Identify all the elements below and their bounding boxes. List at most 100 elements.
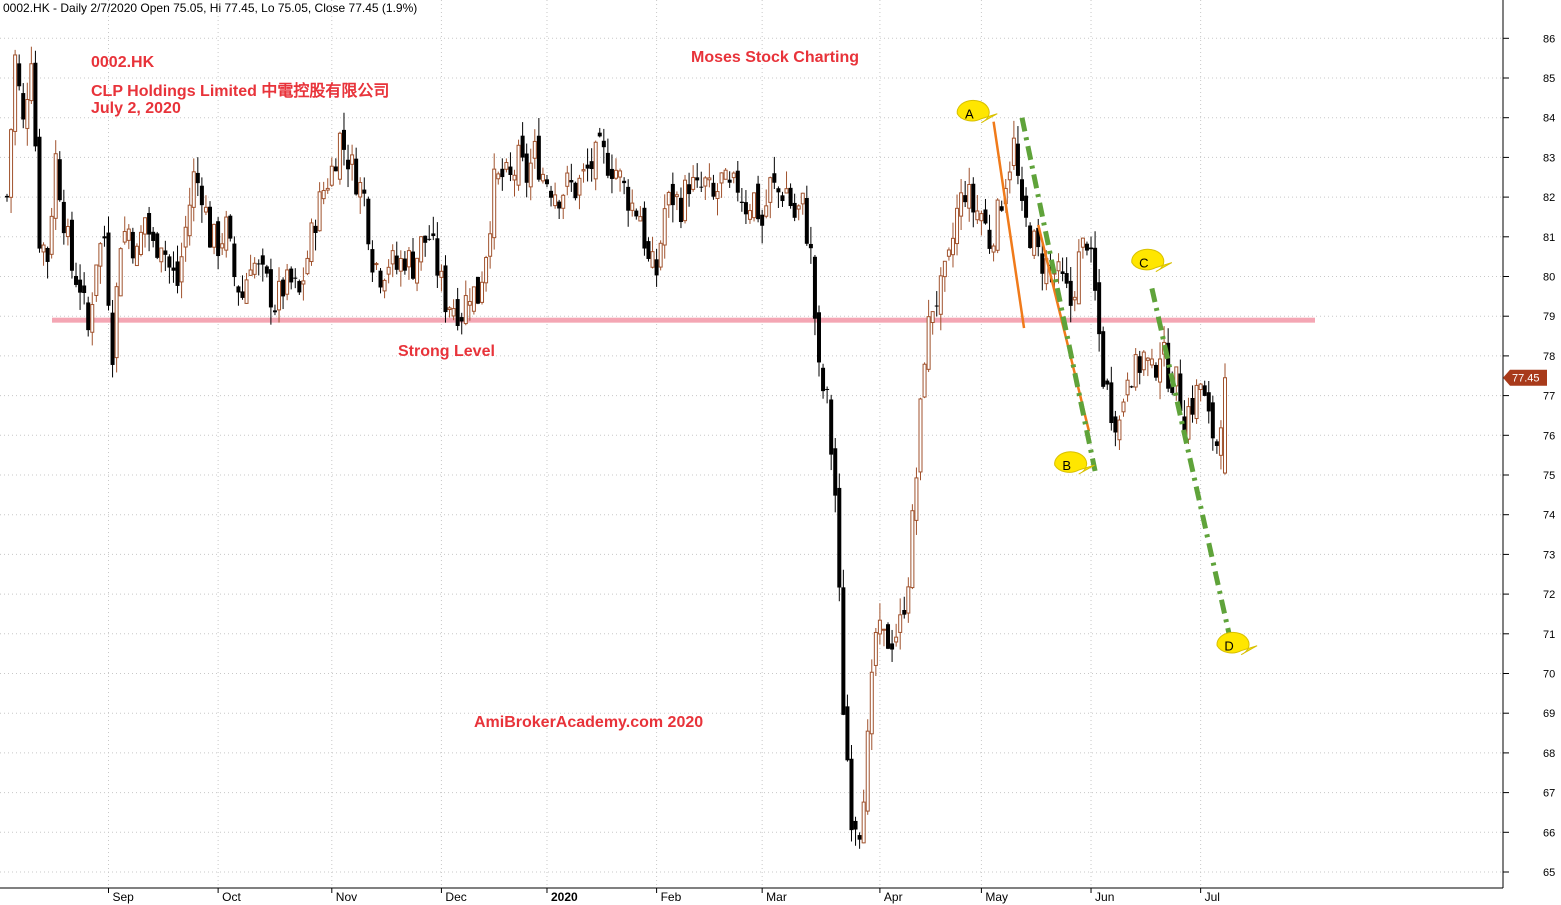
candle-body-up <box>630 202 635 211</box>
callout-bubble <box>1131 248 1173 273</box>
candle-body-up <box>800 192 805 205</box>
candle-body-up <box>285 269 290 295</box>
candle-body-up <box>1194 384 1199 420</box>
candle-body-down <box>431 233 436 237</box>
candle-body-down <box>601 140 606 148</box>
candle-body-up <box>959 192 964 217</box>
candle-body-down <box>362 189 367 194</box>
candle-body-down <box>1060 271 1065 274</box>
candle-body-up <box>577 177 582 196</box>
candle-body-down <box>1210 402 1215 439</box>
chart-header: 0002.HK - Daily 2/7/2020 Open 75.05, Hi … <box>3 1 418 15</box>
candle-body-up <box>662 208 667 246</box>
chart-title: Moses Stock Charting <box>691 49 860 66</box>
candle-body-up <box>723 169 728 180</box>
candle-body-up <box>65 225 70 238</box>
orange-trend-line <box>992 121 1026 329</box>
candle-body-up <box>118 248 123 297</box>
candle-body-down <box>845 706 850 761</box>
candle-body-up <box>995 199 1000 251</box>
candle-body-up <box>159 247 164 263</box>
candle-body-up <box>447 307 452 311</box>
candle-body-down <box>1190 398 1195 415</box>
callout-c: C <box>1131 248 1173 273</box>
candle-body-down <box>1024 195 1029 218</box>
candle-body-down <box>313 225 318 233</box>
candle-body-down <box>776 188 781 193</box>
candle-body-up <box>321 189 326 200</box>
candle-body-up <box>618 170 623 178</box>
x-tick-label: Feb <box>661 890 682 904</box>
candle-body-down <box>963 195 968 203</box>
candle-body-up <box>179 256 184 283</box>
green-trend-line <box>1149 287 1232 635</box>
candle-body-down <box>890 643 895 650</box>
candle-body-up <box>126 228 131 241</box>
callout-d: D <box>1216 631 1258 656</box>
y-tick-label: 81 <box>1543 232 1555 244</box>
candle-body-down <box>423 235 428 243</box>
candle-body-down <box>366 198 371 245</box>
candle-body-down <box>341 129 346 150</box>
callout-label: C <box>1139 256 1148 271</box>
candle-body-down <box>1214 441 1219 446</box>
callout-b: B <box>1054 451 1095 475</box>
candle-body-down <box>622 180 627 184</box>
candle-body-up <box>49 215 54 255</box>
y-tick-label: 78 <box>1543 351 1555 363</box>
candle-body-up <box>946 249 951 257</box>
strong-level-line <box>52 317 1315 323</box>
candle-body-down <box>281 279 286 297</box>
candle-body-down <box>1105 380 1110 385</box>
candle-body-down <box>21 93 26 120</box>
candle-body-up <box>244 279 249 304</box>
candle-body-down <box>1182 416 1187 433</box>
y-tick-label: 65 <box>1543 867 1555 879</box>
candle-body-up <box>1007 171 1012 181</box>
candle-body-up <box>406 250 411 268</box>
candle-body-down <box>1206 392 1211 412</box>
x-tick-label: Oct <box>222 890 241 904</box>
x-tick-label: 2020 <box>551 890 578 904</box>
candle-body-down <box>216 221 221 257</box>
candle-body-up <box>764 205 769 217</box>
y-tick-label: 76 <box>1543 430 1555 442</box>
candle-body-down <box>849 758 854 831</box>
candle-body-up <box>53 153 58 219</box>
candle-body-down <box>780 195 785 202</box>
candle-body-up <box>183 226 188 248</box>
x-tick-label: May <box>985 890 1008 904</box>
candle-body-down <box>1101 331 1106 387</box>
candle-body-down <box>687 184 692 195</box>
candle-body-up <box>674 194 679 198</box>
candle-body-up <box>301 280 306 285</box>
candle-body-up <box>1133 354 1138 388</box>
candle-body-up <box>1158 358 1163 383</box>
candle-body-down <box>817 312 821 363</box>
candle-body-up <box>1072 296 1077 301</box>
candle-body-down <box>678 197 683 223</box>
candle-body-down <box>37 136 42 249</box>
candle-body-down <box>61 201 66 234</box>
y-tick-label: 68 <box>1543 748 1555 760</box>
candle-body-down <box>1109 382 1114 424</box>
candle-body-up <box>910 510 915 589</box>
candle-body-down <box>256 263 261 265</box>
candle-body-down <box>175 261 180 286</box>
y-tick-label: 71 <box>1543 629 1555 641</box>
candle-body-down <box>1064 273 1069 284</box>
candle-body-up <box>906 586 911 614</box>
y-tick-label: 79 <box>1543 311 1555 323</box>
candle-body-up <box>955 207 960 245</box>
candle-body-down <box>45 248 50 262</box>
candle-body-up <box>398 257 403 272</box>
candle-body-down <box>1040 253 1045 274</box>
candle-body-up <box>914 477 919 521</box>
candle-body-down <box>792 202 797 218</box>
candle-body-down <box>557 201 562 209</box>
y-tick-label: 66 <box>1543 827 1555 839</box>
candle-body-up <box>942 260 947 278</box>
x-tick-label: Jul <box>1205 890 1220 904</box>
candle-body-down <box>102 236 107 239</box>
candle-body-down <box>788 187 793 207</box>
